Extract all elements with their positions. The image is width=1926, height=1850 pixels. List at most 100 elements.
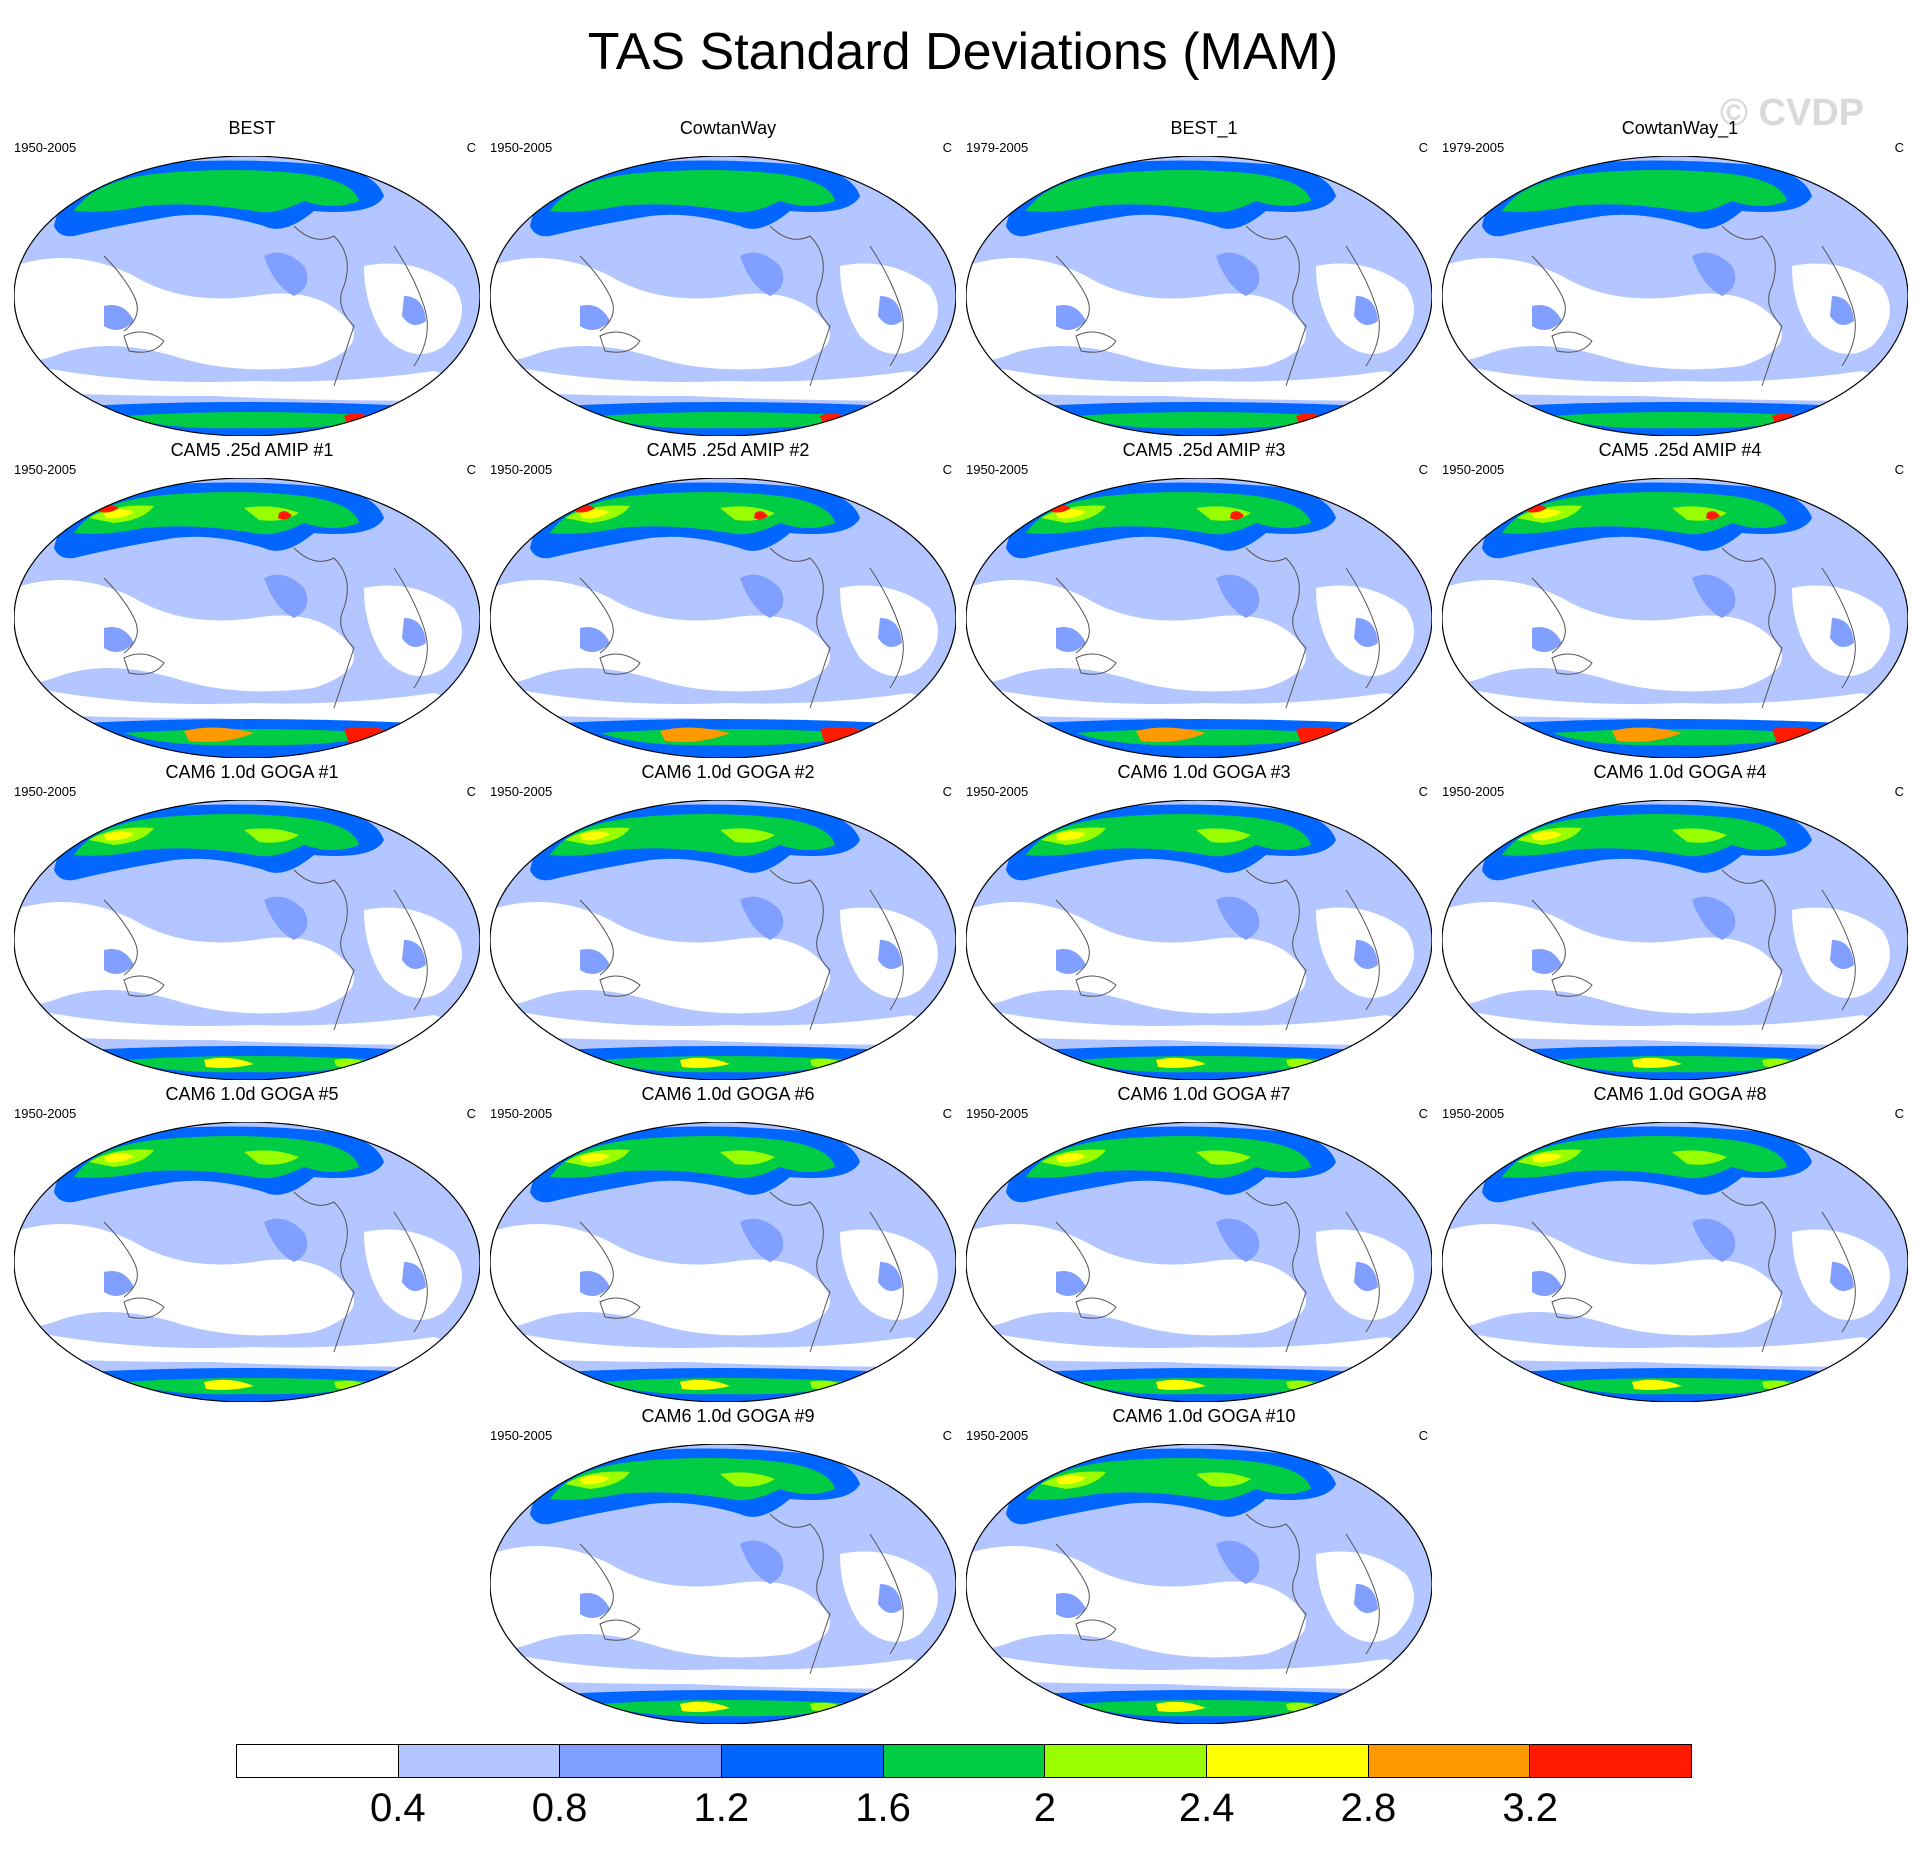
panel-period: 1950-2005 (966, 462, 1029, 477)
map-panel: CowtanWay 1950-2005 C (490, 118, 966, 440)
map-panel: CAM6 1.0d GOGA #4 1950-2005 C (1442, 762, 1918, 1084)
panel-units: C (1894, 462, 1904, 477)
world-map (1442, 800, 1908, 1080)
panel-units: C (1418, 140, 1428, 155)
panel-period: 1950-2005 (14, 462, 77, 477)
panel-units: C (1418, 462, 1428, 477)
panel-period: 1950-2005 (1442, 1106, 1505, 1121)
panel-period: 1950-2005 (966, 784, 1029, 799)
panel-period: 1950-2005 (966, 1106, 1029, 1121)
map-panel: CowtanWay_1 1979-2005 C (1442, 118, 1918, 440)
colorbar-tick-label: 3.2 (1502, 1786, 1559, 1830)
panel-units: C (1894, 1106, 1904, 1121)
panel-units: C (942, 784, 952, 799)
panel-title: BEST (228, 118, 276, 138)
world-map (490, 1444, 956, 1724)
colorbar-box (883, 1745, 1046, 1777)
panel-title: CowtanWay (679, 118, 777, 138)
panel-title: CAM6 1.0d GOGA #1 (165, 762, 339, 782)
panel-units: C (1894, 140, 1904, 155)
panel-units: C (466, 1106, 476, 1121)
panel-period: 1950-2005 (490, 1428, 553, 1443)
world-map (1442, 478, 1908, 758)
world-map (966, 1122, 1432, 1402)
map-panel: CAM5 .25d AMIP #3 1950-2005 C (966, 440, 1442, 762)
colorbar-box (1045, 1745, 1208, 1777)
map-panel: CAM5 .25d AMIP #4 1950-2005 C (1442, 440, 1918, 762)
colorbar-box (560, 1745, 723, 1777)
panel-title: CAM6 1.0d GOGA #9 (641, 1406, 815, 1426)
colorbar-tick-label: 2 (1033, 1786, 1056, 1830)
map-panel: CAM6 1.0d GOGA #10 1950-2005 C (966, 1406, 1442, 1728)
panel-title: CAM5 .25d AMIP #2 (646, 440, 810, 460)
world-map (966, 800, 1432, 1080)
watermark: © CVDP (1720, 92, 1865, 134)
panel-units: C (942, 1106, 952, 1121)
map-panel: CAM6 1.0d GOGA #3 1950-2005 C (966, 762, 1442, 1084)
panel-title: BEST_1 (1170, 118, 1238, 138)
figure-title: TAS Standard Deviations (MAM) (587, 23, 1339, 81)
world-map (14, 156, 480, 436)
world-map (966, 156, 1432, 436)
colorbar-box (398, 1745, 561, 1777)
world-map (14, 478, 480, 758)
map-panel: CAM6 1.0d GOGA #1 1950-2005 C (14, 762, 490, 1084)
panel-period: 1950-2005 (490, 140, 553, 155)
panel-period: 1950-2005 (490, 1106, 553, 1121)
world-map (490, 478, 956, 758)
world-map (490, 1122, 956, 1402)
panel-title: CAM5 .25d AMIP #3 (1122, 440, 1286, 460)
world-map (14, 1122, 480, 1402)
colorbar-tick-label: 1.2 (693, 1786, 750, 1830)
panel-period: 1950-2005 (14, 1106, 77, 1121)
world-map (966, 478, 1432, 758)
panel-title: CAM6 1.0d GOGA #4 (1593, 762, 1767, 782)
map-panel: BEST_1 1979-2005 C (966, 118, 1442, 440)
panel-units: C (1894, 784, 1904, 799)
panel-period: 1979-2005 (966, 140, 1029, 155)
map-panel: CAM6 1.0d GOGA #7 1950-2005 C (966, 1084, 1442, 1406)
panel-title: CAM6 1.0d GOGA #10 (1112, 1406, 1296, 1426)
panel-title: CAM6 1.0d GOGA #6 (641, 1084, 815, 1104)
colorbar-box (722, 1745, 884, 1777)
map-panel: CAM6 1.0d GOGA #9 1950-2005 C (490, 1406, 966, 1728)
map-panel: BEST 1950-2005 C (14, 118, 490, 440)
world-map (966, 1444, 1432, 1724)
panel-title: CAM6 1.0d GOGA #7 (1117, 1084, 1291, 1104)
panel-period: 1950-2005 (1442, 462, 1505, 477)
colorbar-box (237, 1745, 399, 1777)
colorbar-tick-label: 2.4 (1178, 1786, 1235, 1830)
world-map (14, 800, 480, 1080)
map-panel: CAM6 1.0d GOGA #8 1950-2005 C (1442, 1084, 1918, 1406)
colorbar-box (1207, 1745, 1369, 1777)
colorbar-box (1530, 1745, 1692, 1777)
panel-period: 1979-2005 (1442, 140, 1505, 155)
panel-title: CAM5 .25d AMIP #4 (1598, 440, 1762, 460)
world-map (490, 800, 956, 1080)
panel-title: CowtanWay_1 (1621, 118, 1739, 138)
colorbar-tick-label: 0.8 (531, 1786, 588, 1830)
panel-title: CAM6 1.0d GOGA #5 (165, 1084, 339, 1104)
panel-units: C (466, 784, 476, 799)
map-panel: CAM6 1.0d GOGA #2 1950-2005 C (490, 762, 966, 1084)
world-map (1442, 156, 1908, 436)
map-panel: CAM6 1.0d GOGA #5 1950-2005 C (14, 1084, 490, 1406)
panel-period: 1950-2005 (14, 784, 77, 799)
colorbar-tick-label: 0.4 (369, 1786, 426, 1830)
panel-title: CAM6 1.0d GOGA #8 (1593, 1084, 1767, 1104)
colorbar-tick-label: 2.8 (1340, 1786, 1397, 1830)
colorbar-box (1368, 1745, 1531, 1777)
panel-period: 1950-2005 (966, 1428, 1029, 1443)
panel-units: C (1418, 1428, 1428, 1443)
panel-period: 1950-2005 (1442, 784, 1505, 799)
map-panel: CAM5 .25d AMIP #1 1950-2005 C (14, 440, 490, 762)
panel-period: 1950-2005 (490, 784, 553, 799)
panel-units: C (942, 462, 952, 477)
colorbar-tick-label: 1.6 (855, 1786, 911, 1830)
panel-units: C (1418, 784, 1428, 799)
panel-title: CAM6 1.0d GOGA #2 (641, 762, 815, 782)
map-panel: CAM6 1.0d GOGA #6 1950-2005 C (490, 1084, 966, 1406)
map-panel: CAM5 .25d AMIP #2 1950-2005 C (490, 440, 966, 762)
panel-period: 1950-2005 (490, 462, 553, 477)
panel-units: C (466, 140, 476, 155)
